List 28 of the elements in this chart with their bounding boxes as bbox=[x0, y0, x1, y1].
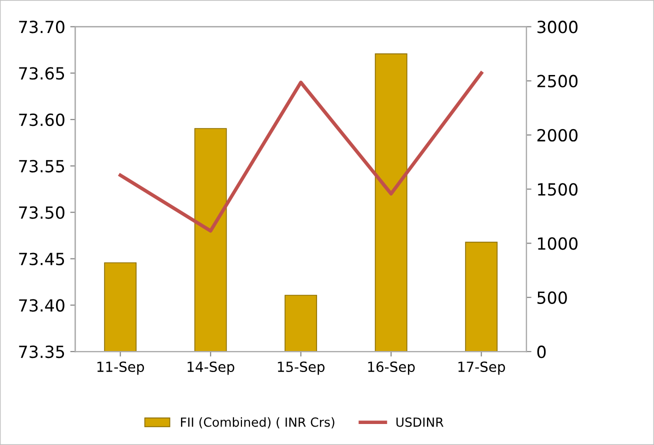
y2-tick-label: 3000 bbox=[537, 20, 578, 34]
y-tick-label: 73.60 bbox=[19, 113, 64, 126]
legend-label: FII (Combined) ( INR Crs) bbox=[181, 417, 334, 428]
x-tick-label: 14-Sep bbox=[188, 362, 234, 375]
y-tick-label: 73.35 bbox=[19, 346, 64, 358]
x-tick-label: 16-Sep bbox=[368, 362, 415, 375]
y-tick-label: 73.55 bbox=[19, 160, 64, 172]
y-tick-label: 73.45 bbox=[19, 252, 64, 266]
bar bbox=[465, 242, 498, 352]
y2-tick-label: 2500 bbox=[537, 74, 578, 88]
x-tick-label: 11-Sep bbox=[97, 362, 144, 375]
y2-tick-label: 500 bbox=[537, 291, 567, 304]
bar bbox=[284, 294, 318, 352]
y-tick-label: 73.70 bbox=[19, 20, 64, 34]
bar bbox=[194, 128, 227, 352]
y2-tick-label: 0 bbox=[537, 346, 546, 358]
line-series bbox=[118, 71, 484, 233]
bar bbox=[104, 262, 137, 352]
legend-label: USDINR bbox=[396, 417, 444, 427]
bar bbox=[374, 53, 408, 352]
y2-tick-label: 1000 bbox=[538, 237, 578, 250]
y2-tick-label: 1500 bbox=[538, 183, 578, 196]
y-tick-label: 73.65 bbox=[19, 67, 64, 80]
y2-tick-label: 2000 bbox=[537, 128, 578, 142]
x-tick-label: 17-Sep bbox=[458, 362, 506, 375]
x-tick-label: 15-Sep bbox=[278, 362, 325, 375]
y-tick-label: 73.50 bbox=[19, 206, 64, 219]
y-tick-label: 73.40 bbox=[19, 299, 64, 312]
